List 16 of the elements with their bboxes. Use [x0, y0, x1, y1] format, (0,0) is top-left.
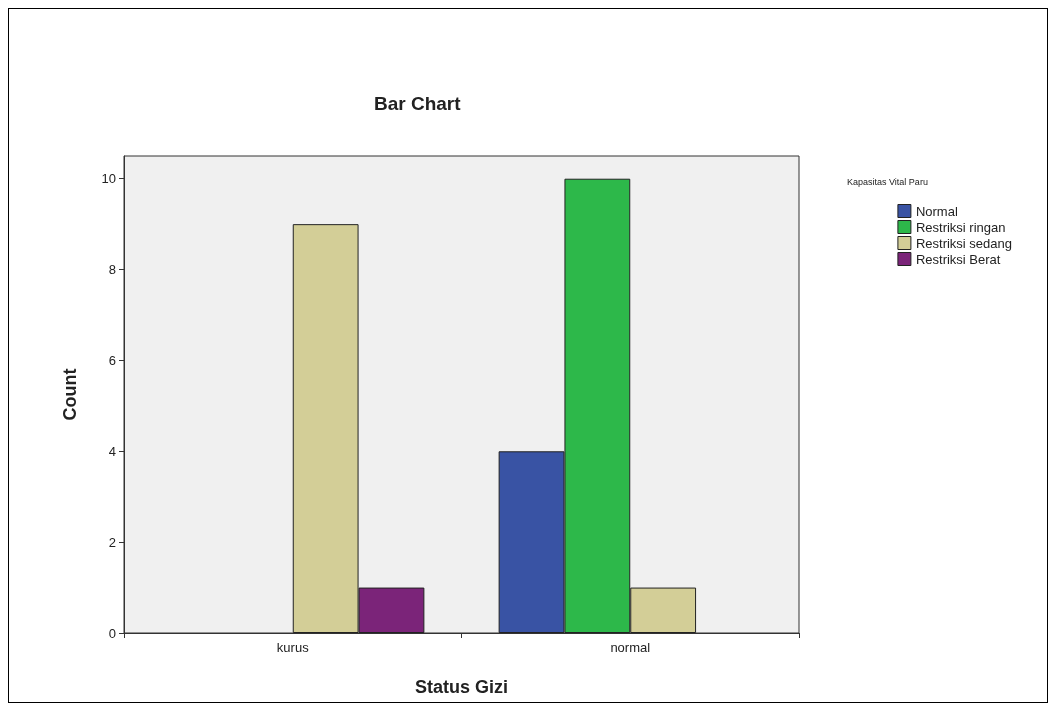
x-tick-label: kurus — [276, 640, 310, 655]
y-axis-title: Count — [60, 368, 80, 421]
legend-title: Kapasitas Vital Paru — [847, 176, 928, 187]
y-tick-label: 8 — [108, 262, 116, 278]
y-tick-label: 0 — [108, 625, 116, 641]
x-axis-title: Status Gizi — [414, 677, 509, 697]
legend-label: Restriksi Berat — [915, 251, 1001, 267]
legend-label: Restriksi sedang — [915, 235, 1013, 251]
y-tick-label: 10 — [101, 171, 116, 187]
y-tick-label: 2 — [108, 534, 116, 550]
y-tick-label: 4 — [108, 443, 116, 459]
legend-label: Restriksi ringan — [915, 219, 1006, 235]
legend-label: Normal — [915, 203, 958, 219]
chart-title: Bar Chart — [374, 93, 462, 114]
x-tick-label: normal — [610, 640, 651, 655]
y-tick-label: 6 — [108, 352, 116, 368]
